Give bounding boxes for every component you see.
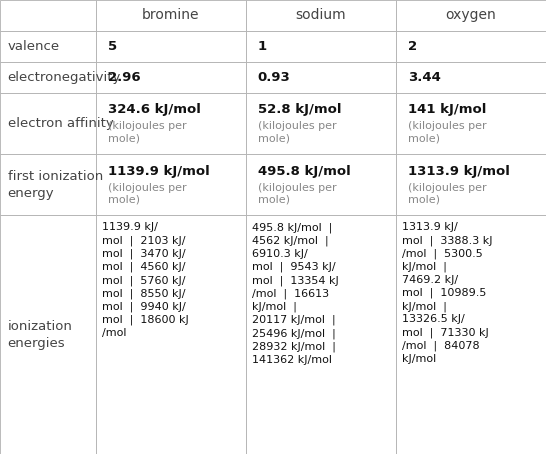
Text: oxygen: oxygen xyxy=(446,9,496,22)
Text: 1313.9 kJ/
mol  |  3388.3 kJ
/mol  |  5300.5
kJ/mol  |
7469.2 kJ/
mol  |  10989.: 1313.9 kJ/ mol | 3388.3 kJ /mol | 5300.5… xyxy=(402,222,492,364)
Bar xyxy=(246,93,396,154)
Text: electronegativity: electronegativity xyxy=(8,71,121,84)
Text: 5: 5 xyxy=(108,40,117,53)
Bar xyxy=(246,154,396,215)
Bar xyxy=(246,215,396,454)
Bar xyxy=(0,215,96,454)
Text: 1313.9 kJ/mol: 1313.9 kJ/mol xyxy=(408,164,510,178)
Text: (kilojoules per
mole): (kilojoules per mole) xyxy=(108,183,186,205)
Bar xyxy=(396,0,546,31)
Text: 1139.9 kJ/
mol  |  2103 kJ/
mol  |  3470 kJ/
mol  |  4560 kJ/
mol  |  5760 kJ/
m: 1139.9 kJ/ mol | 2103 kJ/ mol | 3470 kJ/… xyxy=(102,222,188,338)
Text: 2: 2 xyxy=(408,40,417,53)
Bar xyxy=(0,154,96,215)
Bar xyxy=(246,62,396,93)
Text: 1: 1 xyxy=(258,40,267,53)
Text: sodium: sodium xyxy=(295,9,346,22)
Bar xyxy=(0,31,96,62)
Text: 2.96: 2.96 xyxy=(108,71,140,84)
Text: (kilojoules per
mole): (kilojoules per mole) xyxy=(108,121,186,143)
Text: 324.6 kJ/mol: 324.6 kJ/mol xyxy=(108,103,200,116)
Bar xyxy=(246,31,396,62)
Text: (kilojoules per
mole): (kilojoules per mole) xyxy=(258,183,336,205)
Text: 495.8 kJ/mol  |
4562 kJ/mol  |
6910.3 kJ/
mol  |  9543 kJ/
mol  |  13354 kJ
/mol: 495.8 kJ/mol | 4562 kJ/mol | 6910.3 kJ/ … xyxy=(252,222,339,365)
Text: 3.44: 3.44 xyxy=(408,71,441,84)
Bar xyxy=(396,93,546,154)
Text: electron affinity: electron affinity xyxy=(8,117,114,130)
Bar xyxy=(96,0,246,31)
Text: 1139.9 kJ/mol: 1139.9 kJ/mol xyxy=(108,164,209,178)
Bar xyxy=(96,215,246,454)
Bar xyxy=(96,31,246,62)
Bar xyxy=(396,154,546,215)
Bar xyxy=(246,0,396,31)
Bar xyxy=(0,0,96,31)
Text: ionization
energies: ionization energies xyxy=(8,320,73,350)
Text: 52.8 kJ/mol: 52.8 kJ/mol xyxy=(258,103,341,116)
Text: first ionization
energy: first ionization energy xyxy=(8,169,103,200)
Text: 495.8 kJ/mol: 495.8 kJ/mol xyxy=(258,164,351,178)
Text: (kilojoules per
mole): (kilojoules per mole) xyxy=(408,121,486,143)
Text: 141 kJ/mol: 141 kJ/mol xyxy=(408,103,486,116)
Text: (kilojoules per
mole): (kilojoules per mole) xyxy=(408,183,486,205)
Bar xyxy=(396,215,546,454)
Bar xyxy=(0,62,96,93)
Bar xyxy=(96,93,246,154)
Bar xyxy=(0,93,96,154)
Bar xyxy=(396,31,546,62)
Text: valence: valence xyxy=(8,40,60,53)
Bar xyxy=(96,154,246,215)
Text: 0.93: 0.93 xyxy=(258,71,290,84)
Bar xyxy=(396,62,546,93)
Bar xyxy=(96,62,246,93)
Text: bromine: bromine xyxy=(142,9,199,22)
Text: (kilojoules per
mole): (kilojoules per mole) xyxy=(258,121,336,143)
